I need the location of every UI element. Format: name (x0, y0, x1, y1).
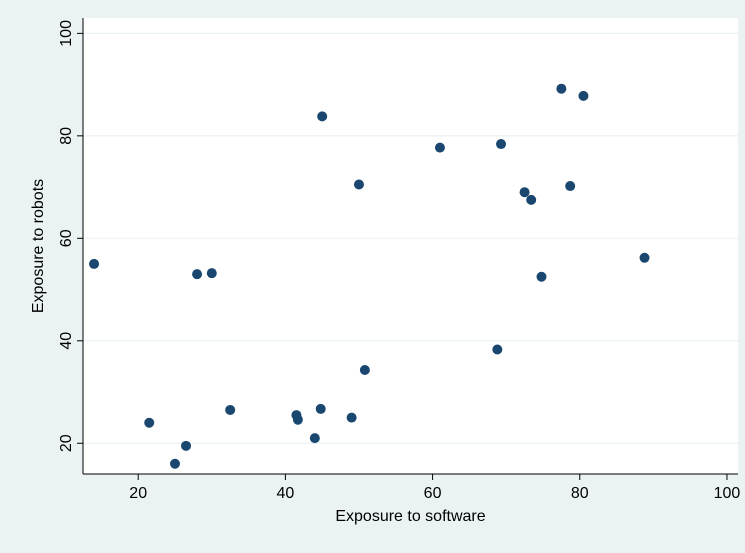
scatter-point (536, 271, 547, 282)
scatter-point (565, 181, 576, 192)
scatter-point (309, 433, 320, 444)
gridlines (83, 32, 738, 444)
scatter-point (639, 252, 650, 263)
x-tick-label: 40 (276, 485, 294, 502)
x-tick-label: 100 (714, 485, 741, 502)
scatter-point (315, 403, 326, 414)
x-tick-label: 60 (424, 485, 442, 502)
scatter-point (556, 83, 567, 94)
scatter-point (519, 187, 530, 198)
x-axis-label: Exposure to software (335, 508, 485, 525)
scatter-point (192, 269, 203, 280)
scatter-point (206, 268, 217, 279)
scatter-point (346, 412, 357, 423)
x-tick-label: 80 (571, 485, 589, 502)
scatter-point (578, 90, 589, 101)
scatter-point (181, 440, 192, 451)
scatter-point (359, 364, 370, 375)
scatter-point (353, 179, 364, 190)
axes: 20 40 60 80 100 20 40 60 80 100 (58, 18, 740, 502)
scatter-point (144, 417, 155, 428)
scatter-point (492, 344, 503, 355)
data-points (89, 83, 650, 469)
x-tick-label: 20 (129, 485, 147, 502)
y-tick-label: 60 (58, 229, 75, 247)
scatter-point (89, 258, 100, 269)
scatter-point (317, 111, 328, 122)
y-tick-label: 80 (58, 127, 75, 145)
scatter-point (225, 404, 236, 415)
scatter-point (434, 142, 445, 153)
scatter-point (496, 139, 507, 150)
y-axis-label: Exposure to robots (30, 179, 47, 313)
y-tick-label: 40 (58, 332, 75, 350)
scatter-point (526, 194, 537, 205)
scatter-point (169, 458, 180, 469)
y-tick-label: 100 (58, 20, 75, 47)
plot-area (83, 18, 738, 474)
scatter-point (292, 414, 303, 425)
y-tick-label: 20 (58, 434, 75, 452)
